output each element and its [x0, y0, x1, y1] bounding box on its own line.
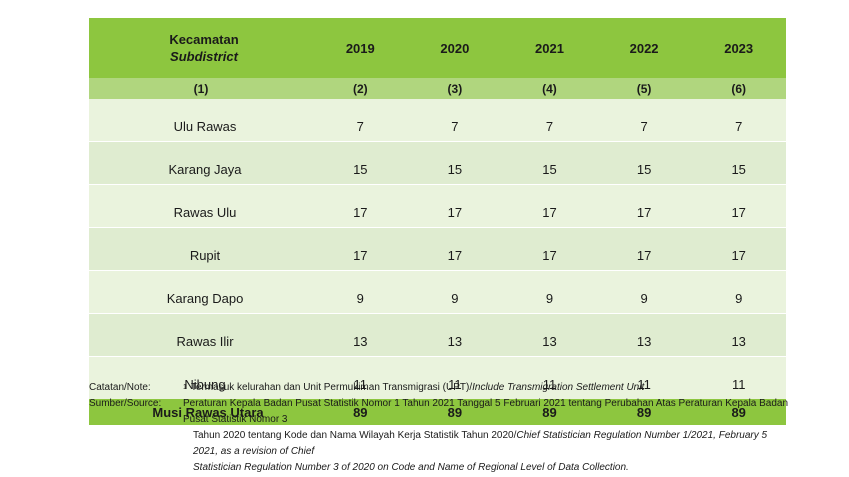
subdistrict-name: Rupit: [89, 227, 313, 271]
table-row: Rupit 17 17 17 17 17: [89, 227, 786, 271]
cell-value: 7: [407, 99, 503, 142]
cell-value: 13: [691, 313, 786, 357]
cell-value: 11: [596, 356, 692, 399]
header-subdistrict-en: Subdistrict: [170, 49, 238, 64]
cell-value: 17: [691, 184, 786, 228]
cell-value: 9: [313, 270, 408, 314]
cell-value: 11: [313, 356, 408, 399]
header-year: 2022: [596, 18, 692, 78]
cell-value: 7: [596, 99, 692, 142]
note-superscript: 1: [183, 384, 187, 391]
source-line-2-id: Tahun 2020 tentang Kode dan Nama Wilayah…: [193, 430, 517, 441]
table-row: Rawas Ulu 17 17 17 17 17: [89, 184, 786, 228]
cell-value: 13: [407, 313, 503, 357]
cell-value: 13: [313, 313, 408, 357]
cell-value: 7: [313, 99, 408, 142]
table-row: Karang Dapo 9 9 9 9 9: [89, 270, 786, 314]
source-line-1: Peraturan Kepala Badan Pusat Statistik N…: [183, 398, 789, 425]
footnotes: Catatan/Note: 1 Termasuk kelurahan dan Un…: [89, 380, 789, 476]
cell-value: 11: [691, 356, 786, 399]
cell-value: 9: [407, 270, 503, 314]
header-subdistrict-id: Kecamatan: [169, 32, 239, 47]
column-number: (2): [313, 78, 408, 99]
table-row: Ulu Rawas 7 7 7 7 7: [89, 99, 786, 142]
source-line-2-en: Chief Statistician Regulation Number 1/2…: [193, 430, 768, 457]
total-value: 89: [502, 399, 597, 425]
subdistrict-name: Karang Jaya: [89, 141, 313, 185]
note-text-en: Include Transmigration Settlement Unit: [472, 382, 645, 393]
header-year: 2020: [407, 18, 503, 78]
note-text-id: Termasuk kelurahan dan Unit Permukiman T…: [190, 382, 473, 393]
cell-value: 15: [596, 141, 692, 185]
column-number: (4): [502, 78, 597, 99]
cell-value: 9: [596, 270, 692, 314]
cell-value: 15: [407, 141, 503, 185]
cell-value: 17: [691, 227, 786, 271]
header-year: 2021: [502, 18, 597, 78]
header-year: 2023: [691, 18, 786, 78]
total-value: 89: [313, 399, 408, 425]
cell-value: 15: [313, 141, 408, 185]
cell-value: 17: [502, 227, 597, 271]
cell-value: 7: [691, 99, 786, 142]
cell-value: 11: [407, 356, 503, 399]
cell-value: 15: [691, 141, 786, 185]
header-year: 2019: [313, 18, 408, 78]
cell-value: 17: [407, 184, 503, 228]
column-number: (1): [89, 78, 313, 99]
total-value: 89: [691, 399, 786, 425]
note-row: Catatan/Note: 1 Termasuk kelurahan dan Un…: [89, 380, 789, 396]
total-value: 89: [407, 399, 503, 425]
cell-value: 13: [502, 313, 597, 357]
subdistrict-name: Rawas Ilir: [89, 313, 313, 357]
column-number-row: (1) (2) (3) (4) (5) (6): [89, 78, 786, 99]
column-number: (3): [407, 78, 503, 99]
cell-value: 17: [502, 184, 597, 228]
source-row: Sumber/Source: Peraturan Kepala Badan Pu…: [89, 396, 789, 476]
subdistrict-name: Nibung: [89, 356, 313, 399]
note-label: Catatan/Note:: [89, 382, 151, 393]
cell-value: 9: [691, 270, 786, 314]
cell-value: 13: [596, 313, 692, 357]
subdistrict-name: Karang Dapo: [89, 270, 313, 314]
column-number: (6): [691, 78, 786, 99]
subdistrict-name: Rawas Ulu: [89, 184, 313, 228]
total-row: Musi Rawas Utara 89 89 89 89 89: [89, 399, 786, 425]
cell-value: 15: [502, 141, 597, 185]
source-line-3-en: Statistician Regulation Number 3 of 2020…: [193, 462, 629, 473]
table-row: Nibung 11 11 11 11 11: [89, 356, 786, 399]
table-row: Karang Jaya 15 15 15 15 15: [89, 141, 786, 185]
cell-value: 11: [502, 356, 597, 399]
cell-value: 17: [596, 227, 692, 271]
subdistrict-name: Ulu Rawas: [89, 99, 313, 142]
column-number: (5): [596, 78, 692, 99]
source-label: Sumber/Source:: [89, 398, 162, 409]
table-row: Rawas Ilir 13 13 13 13 13: [89, 313, 786, 357]
data-table: Kecamatan Subdistrict 2019 2020 2021 202…: [89, 18, 786, 425]
cell-value: 17: [596, 184, 692, 228]
cell-value: 7: [502, 99, 597, 142]
header-row: Kecamatan Subdistrict 2019 2020 2021 202…: [89, 18, 786, 78]
total-value: 89: [596, 399, 692, 425]
header-subdistrict: Kecamatan Subdistrict: [89, 18, 313, 78]
total-label: Musi Rawas Utara: [89, 399, 313, 425]
cell-value: 9: [502, 270, 597, 314]
cell-value: 17: [407, 227, 503, 271]
cell-value: 17: [313, 184, 408, 228]
cell-value: 17: [313, 227, 408, 271]
